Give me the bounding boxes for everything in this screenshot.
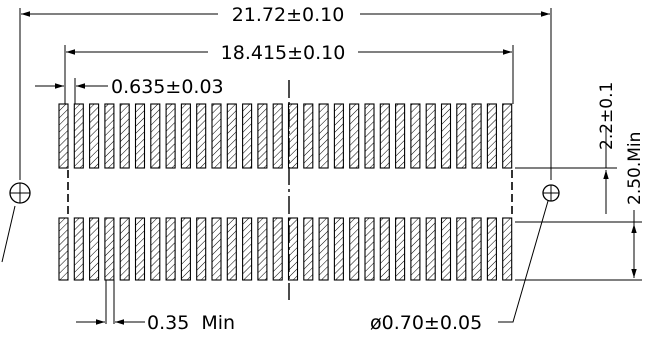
pad-top [119, 103, 130, 169]
pad-row-bottom [58, 217, 513, 281]
pad-top [134, 103, 146, 169]
pitch-span-label: 18.415±0.10 [221, 42, 346, 64]
pad-top [349, 103, 360, 169]
pad-length-label: 2.50.Min [625, 132, 645, 205]
pad-top [440, 103, 452, 169]
pad-bottom [471, 217, 482, 281]
pad-bottom [272, 217, 283, 281]
pad-top [104, 103, 115, 169]
pad-bottom [104, 217, 115, 281]
pad-top [73, 103, 84, 169]
hole-diameter-label: ø0.70±0.05 [370, 312, 482, 334]
pad-width-dimension: 0.35 Min [76, 280, 235, 334]
pad-top [211, 103, 222, 169]
pad-top [318, 103, 329, 169]
pad-top [272, 103, 283, 169]
pad-top [242, 103, 253, 169]
pad-top [89, 103, 100, 169]
pitch-label: 0.635±0.03 [111, 76, 224, 98]
pad-top [165, 103, 176, 169]
pad-top [456, 103, 467, 169]
pad-bottom [440, 217, 452, 281]
pad-bottom [349, 217, 360, 281]
pitch-span-dimension: 18.415±0.10 [64, 42, 514, 104]
pad-bottom [395, 217, 406, 281]
pad-bottom [333, 217, 344, 281]
pad-top [471, 103, 482, 169]
pad-bottom [58, 217, 69, 281]
pad-top [425, 103, 436, 169]
pad-top [150, 103, 161, 169]
pad-top [257, 103, 268, 169]
pad-top [502, 103, 513, 169]
pad-top [364, 103, 375, 169]
pad-bottom [456, 217, 467, 281]
pad-top [58, 103, 69, 169]
pad-bottom [257, 217, 268, 281]
pad-top [486, 103, 497, 169]
pad-bottom [486, 217, 497, 281]
pad-bottom [89, 217, 100, 281]
pad-bottom [134, 217, 146, 281]
pad-bottom [242, 217, 253, 281]
row-gap-label: 2.2±0.1 [597, 82, 617, 150]
pad-bottom [73, 217, 84, 281]
pad-length-dimension: 2.50.Min [515, 132, 645, 281]
pad-bottom [303, 217, 314, 281]
pad-top [226, 103, 237, 169]
pad-top [303, 103, 314, 169]
pad-bottom [150, 217, 161, 281]
pad-row-top [58, 103, 513, 169]
mounting-hole-right [498, 184, 560, 323]
pad-top [395, 103, 406, 169]
pad-bottom [211, 217, 222, 281]
pad-bottom [165, 217, 176, 281]
row-gap-dimension: 2.2±0.1 [515, 82, 642, 223]
pad-bottom [410, 217, 421, 281]
pad-top [196, 103, 207, 169]
pad-top [379, 103, 390, 169]
pad-bottom [318, 217, 329, 281]
pad-bottom [119, 217, 130, 281]
pad-top [180, 103, 191, 169]
pad-bottom [364, 217, 375, 281]
pad-top [287, 103, 299, 169]
pad-bottom [287, 217, 299, 281]
pad-bottom [226, 217, 237, 281]
pitch-dimension: 0.635±0.03 [35, 76, 224, 104]
overall-width-dimension: 21.72±0.10 [19, 4, 552, 180]
pad-width-label: 0.35 Min [147, 312, 235, 334]
mounting-hole-left [1, 182, 31, 263]
pad-bottom [180, 217, 191, 281]
pad-bottom [196, 217, 207, 281]
overall-width-label: 21.72±0.10 [232, 4, 345, 26]
pad-bottom [379, 217, 390, 281]
pad-top [410, 103, 421, 169]
pad-bottom [502, 217, 513, 281]
pad-bottom [425, 217, 436, 281]
pad-top [333, 103, 344, 169]
